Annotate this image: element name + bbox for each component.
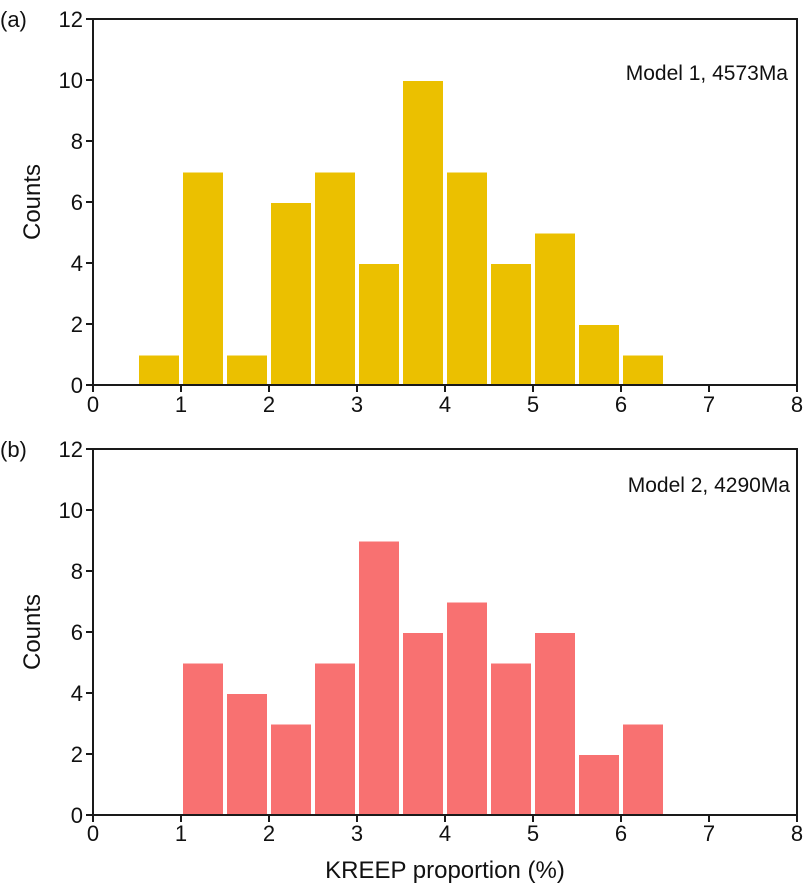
panel-a-bar-3 (269, 201, 313, 386)
panel-b-y-axis-label: Counts (19, 594, 46, 670)
panel-a-bar-7 (445, 170, 489, 386)
panel-b-bar-4 (357, 539, 401, 816)
panel-b: (b) Model 2, 4290Ma Counts KREEP proport… (0, 437, 803, 884)
panel-a-y-tick-label-0: 0 (71, 373, 83, 398)
panel-b-y-tick-label-5: 10 (59, 498, 83, 523)
panel-a-bar-10 (577, 323, 621, 386)
panel-a-y-tick-label-5: 10 (59, 68, 83, 93)
panel-a-x-tick-label-6: 6 (615, 392, 627, 417)
panel-a-y-tick-label-1: 2 (71, 312, 83, 337)
panel-a-bar-5 (357, 262, 401, 386)
panel-a-x-tick-label-1: 1 (175, 392, 187, 417)
panel-a: (a) Model 1, 4573Ma Counts 0 1 2 3 4 5 6 7 80246… (0, 7, 803, 417)
panel-b-bar-2 (269, 722, 313, 816)
panel-b-bar-1 (225, 692, 269, 816)
panel-b-x-tick-label-7: 7 (703, 821, 715, 846)
panel-b-bar-3 (313, 661, 357, 816)
panel-a-y-tick-label-6: 12 (59, 7, 83, 32)
panel-a-bars (137, 79, 665, 386)
panel-b-x-axis-label: KREEP proportion (%) (325, 857, 565, 884)
panel-b-y-tick-label-0: 0 (71, 803, 83, 828)
panel-b-label: (b) (0, 437, 27, 462)
panel-a-bar-6 (401, 79, 445, 386)
panel-a-bar-2 (225, 353, 269, 386)
panel-b-bar-10 (621, 722, 665, 816)
panel-a-label: (a) (0, 7, 27, 32)
panel-b-y-tick-label-1: 2 (71, 742, 83, 767)
panel-b-x-tick-label-3: 3 (351, 821, 363, 846)
panel-a-y-tick-label-4: 8 (71, 129, 83, 154)
panel-a-x-tick-label-4: 4 (439, 392, 451, 417)
panel-a-x-tick-label-0: 0 (87, 392, 99, 417)
panel-b-x-tick-label-5: 5 (527, 821, 539, 846)
panel-a-y-tick-label-3: 6 (71, 190, 83, 215)
panel-a-y-axis-label: Counts (19, 164, 46, 240)
panel-b-x-tick-label-0: 0 (87, 821, 99, 846)
panel-b-x-tick-label-2: 2 (263, 821, 275, 846)
panel-b-x-tick-label-1: 1 (175, 821, 187, 846)
panel-a-x-tick-label-8: 8 (791, 392, 803, 417)
panel-b-x-tick-label-4: 4 (439, 821, 451, 846)
panel-a-x-tick-label-2: 2 (263, 392, 275, 417)
panel-a-bar-0 (137, 353, 181, 386)
panel-a-y-tick-label-2: 4 (71, 251, 83, 276)
panel-b-y-tick-label-4: 8 (71, 559, 83, 584)
panel-a-bar-11 (621, 353, 665, 386)
panel-a-x-tick-label-5: 5 (527, 392, 539, 417)
panel-b-bar-9 (577, 753, 621, 816)
panel-b-bar-0 (181, 661, 225, 816)
panel-a-x-tick-label-7: 7 (703, 392, 715, 417)
panel-b-bar-6 (445, 600, 489, 816)
panel-a-x-tick-label-3: 3 (351, 392, 363, 417)
panel-b-y-tick-label-2: 4 (71, 681, 83, 706)
panel-a-bar-1 (181, 170, 225, 386)
panel-b-bar-7 (489, 661, 533, 816)
panel-a-bar-8 (489, 262, 533, 386)
panel-b-x-tick-label-8: 8 (791, 821, 803, 846)
panel-b-y-tick-label-3: 6 (71, 620, 83, 645)
panel-a-annotation: Model 1, 4573Ma (626, 62, 789, 85)
panel-b-bar-5 (401, 631, 445, 816)
panel-b-bar-8 (533, 631, 577, 816)
panel-b-bars (181, 539, 665, 816)
panel-b-annotation: Model 2, 4290Ma (628, 474, 791, 497)
panel-b-x-tick-label-6: 6 (615, 821, 627, 846)
panel-a-bar-4 (313, 170, 357, 386)
panel-a-bar-9 (533, 231, 577, 386)
panel-b-y-tick-label-6: 12 (59, 437, 83, 462)
